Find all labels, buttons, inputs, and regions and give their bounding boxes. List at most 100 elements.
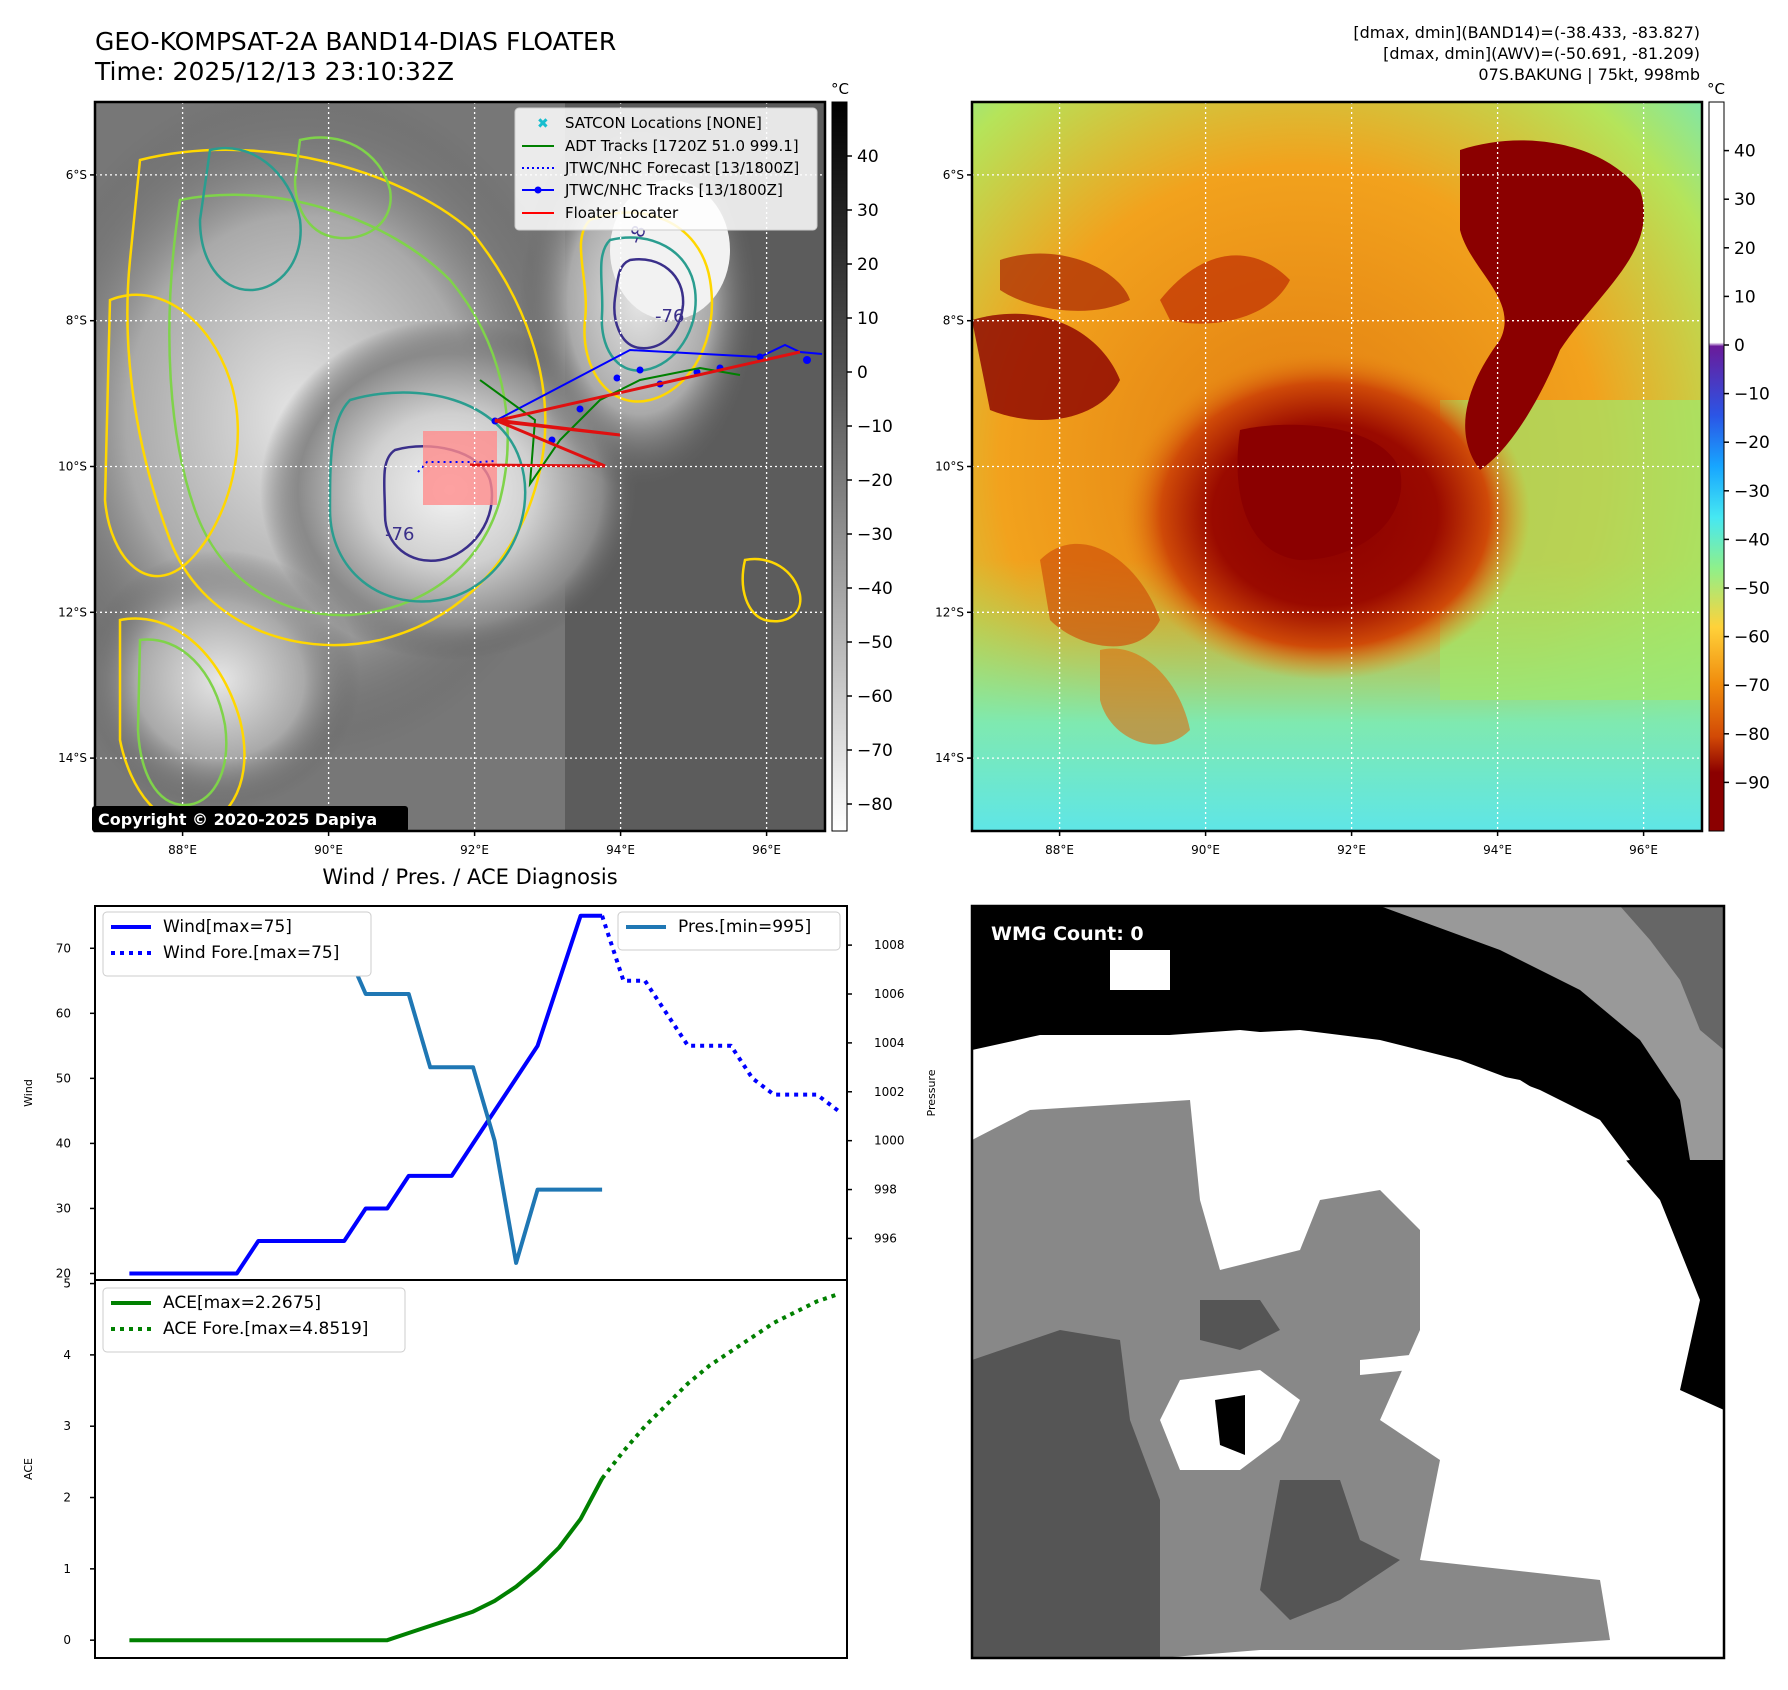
- ir-lat-label: 10°S: [58, 460, 87, 474]
- color-colorbar-label: 40: [1734, 142, 1756, 162]
- ir-lon-label: 94°E: [606, 843, 635, 857]
- ir-colorbar-label: −70: [857, 741, 893, 761]
- wind-y2tick-label: 1004: [874, 1036, 905, 1050]
- ace-ytick-label: 5: [63, 1277, 71, 1291]
- adt-track-line: [479, 366, 741, 488]
- ir-legend: ✖ SATCON Locations [NONE] ADT Tracks [17…: [514, 107, 818, 231]
- copyright-text: Copyright © 2020-2025 Dapiya: [98, 810, 377, 829]
- color-lon-ticks: 88°E 90°E 92°E 94°E 96°E: [1045, 831, 1658, 857]
- color-lon-label: 96°E: [1629, 843, 1658, 857]
- wind-legend-label: Pres.[min=995]: [678, 917, 811, 937]
- ace-ylabel: ACE: [22, 1458, 35, 1480]
- ir-colorbar-label: 40: [857, 147, 879, 167]
- wind-legend-0: Wind[max=75] Wind Fore.[max=75]: [102, 911, 372, 977]
- color-colorbar-label: −80: [1734, 725, 1770, 745]
- color-colorbar-ticks: 40 30 20 10 0 −10 −20 −30 −40 −50 −60 −70 −80 −90: [1724, 142, 1770, 793]
- floater-locater-box: [423, 431, 497, 505]
- ir-lon-label: 96°E: [752, 843, 781, 857]
- color-lat-label: 14°S: [935, 751, 964, 765]
- ir-colorbar-label: −10: [857, 417, 893, 437]
- info-band14: [dmax, dmin](BAND14)=(-38.433, -83.827): [1353, 23, 1700, 42]
- wmg-panel-frame: [970, 904, 1726, 1660]
- ir-colorbar-label: 20: [857, 255, 879, 275]
- wind-ytick-label: 30: [56, 1201, 71, 1215]
- color-colorbar-label: −40: [1734, 530, 1770, 550]
- copyright-box: [92, 806, 408, 832]
- color-lat-label: 12°S: [935, 605, 964, 619]
- ir-colorbar-label: −50: [857, 633, 893, 653]
- color-colorbar-label: −50: [1734, 579, 1770, 599]
- ir-colorbar-label: −60: [857, 687, 893, 707]
- color-lon-label: 88°E: [1045, 843, 1074, 857]
- ir-lat-label: 12°S: [58, 605, 87, 619]
- ace-ytick-label: 2: [63, 1491, 71, 1505]
- color-colorbar-label: 30: [1734, 190, 1756, 210]
- color-colorbar-label: −60: [1734, 628, 1770, 648]
- ir-lat-label: 8°S: [66, 314, 87, 328]
- wind-ytick-label: 50: [56, 1071, 71, 1085]
- ir-lat-label: 6°S: [66, 168, 87, 182]
- color-colorbar-label: −30: [1734, 482, 1770, 502]
- ir-colorbar-label: 30: [857, 201, 879, 221]
- jtwc-track-line: [494, 343, 823, 422]
- color-lon-label: 92°E: [1337, 843, 1366, 857]
- color-panel: °C 403020100−10−20−30−40−50−60−70−80−90 …: [935, 80, 1770, 857]
- wind-series-0: [129, 913, 603, 1276]
- color-colorbar: [1708, 101, 1725, 832]
- ir-lat-ticks: 6°S 8°S 10°S 12°S 14°S: [58, 168, 95, 765]
- legend-satcon: SATCON Locations [NONE]: [565, 114, 762, 132]
- wind-y2tick-label: 1006: [874, 987, 905, 1001]
- color-lon-label: 94°E: [1483, 843, 1512, 857]
- color-colorbar-label: 0: [1734, 336, 1745, 356]
- wind-ylabel: Wind: [22, 1079, 35, 1107]
- ace-series-1: [600, 1292, 840, 1480]
- wind-y2tick-label: 996: [874, 1231, 897, 1245]
- color-colorbar-label: 10: [1734, 287, 1756, 307]
- ace-series-0: [129, 1477, 604, 1643]
- ir-lat-label: 14°S: [58, 751, 87, 765]
- legend-jtwc-tracks: JTWC/NHC Tracks [13/1800Z]: [564, 181, 783, 199]
- color-lon-label: 90°E: [1191, 843, 1220, 857]
- ir-lon-label: 88°E: [168, 843, 197, 857]
- color-colorbar-label: −10: [1734, 385, 1770, 405]
- color-lat-label: 10°S: [935, 460, 964, 474]
- ir-lon-label: 90°E: [314, 843, 343, 857]
- jtwc-forecast-line: [417, 460, 496, 473]
- ace-ytick-label: 0: [63, 1633, 71, 1647]
- ace-ytick-label: 1: [63, 1562, 71, 1576]
- figure-time: Time: 2025/12/13 23:10:32Z: [94, 57, 454, 86]
- ace-ytick-label: 3: [63, 1419, 71, 1433]
- ir-colorbar-label: −30: [857, 525, 893, 545]
- color-lat-label: 8°S: [943, 314, 964, 328]
- wind-ytick-label: 70: [56, 941, 71, 955]
- contour-label-2: -76: [655, 306, 684, 327]
- info-awv: [dmax, dmin](AWV)=(-50.691, -81.209): [1383, 44, 1700, 63]
- ace-legend-label: ACE Fore.[max=4.8519]: [163, 1319, 368, 1339]
- wind-pressure-chart: 20 30 40 50 60 70 996 998 1000 1002 1004 1006 1008 Pr…: [22, 905, 938, 1281]
- ir-lon-ticks: 88°E 90°E 92°E 94°E 96°E: [168, 831, 781, 857]
- ace-chart: 0 1 2 3 4 5 ACE ACE[max=2.2675] ACE Fore.[max=4.…: [22, 1277, 848, 1659]
- ir-colorbar-label: 0: [857, 363, 868, 383]
- diagnosis-title: Wind / Pres. / ACE Diagnosis: [322, 865, 617, 889]
- wind-y2tick-label: 1008: [874, 938, 905, 952]
- info-storm: 07S.BAKUNG | 75kt, 998mb: [1478, 65, 1700, 84]
- legend-jtwc-forecast: JTWC/NHC Forecast [13/1800Z]: [564, 159, 799, 177]
- color-lat-ticks: 6°S 8°S 10°S 12°S 14°S: [935, 168, 972, 765]
- ace-legend-label: ACE[max=2.2675]: [163, 1293, 321, 1313]
- color-colorbar-label: −70: [1734, 676, 1770, 696]
- color-gridlines: [972, 102, 1702, 831]
- ir-colorbar: [831, 101, 848, 832]
- wind-y2tick-label: 998: [874, 1183, 897, 1197]
- ir-colorbar-label: −40: [857, 579, 893, 599]
- color-colorbar-unit: °C: [1707, 80, 1725, 98]
- ir-colorbar-label: −80: [857, 795, 893, 815]
- floater-locater-line: [469, 350, 801, 468]
- wmg-count-label: WMG Count: 0: [991, 923, 1144, 945]
- wmg-imagery: [972, 906, 1724, 1658]
- satcon-marker-icon: ✖: [537, 116, 549, 132]
- color-colorbar-label: −20: [1734, 433, 1770, 453]
- wind-y2label: Pressure: [925, 1069, 938, 1116]
- figure-title: GEO-KOMPSAT-2A BAND14-DIAS FLOATER: [95, 27, 616, 56]
- ir-panel: -76 -76 -8 ✖ SATCON Locations [NONE] ADT…: [58, 80, 893, 857]
- color-lat-label: 6°S: [943, 168, 964, 182]
